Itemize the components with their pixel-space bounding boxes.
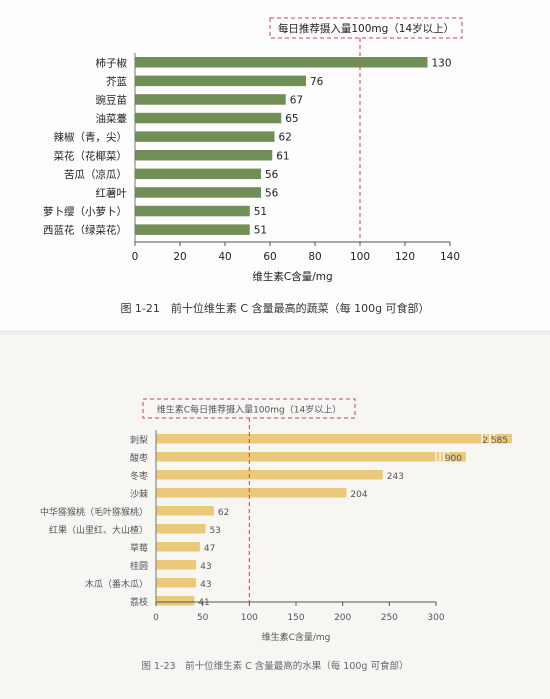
x-tick-label: 100 [350, 251, 370, 263]
bar [156, 578, 197, 588]
category-label: 沙棘 [130, 489, 148, 500]
x-tick-label: 40 [218, 251, 231, 263]
data-label: 51 [254, 206, 267, 218]
data-label: 56 [265, 169, 279, 181]
category-label: 刺梨 [130, 434, 148, 446]
x-tick-label: 120 [395, 251, 415, 263]
bar [156, 434, 512, 444]
vegetable-chart-panel: 柿子椒 130 芥蓝 76 豌豆苗 67 油菜薹 65 辣椒（青，尖） 62 菜花（花椰菜） 61 苦瓜… [0, 0, 550, 330]
bar [156, 596, 195, 606]
chart-caption: 图 1-21 前十位维生素 C 含量最高的蔬菜（每 100g 可食部） [120, 302, 430, 315]
reference-line-label: 每日推荐摄入量100mg（14岁以上） [278, 22, 454, 35]
category-label: 红薯叶 [96, 186, 128, 199]
bar [156, 524, 206, 534]
bar [135, 205, 250, 217]
category-label: 菜花（花椰菜） [54, 149, 128, 162]
reference-line-label: 维生素C每日推荐摄入量100mg（14岁以上） [157, 404, 341, 416]
x-tick-label: 60 [263, 251, 276, 263]
data-label: 56 [265, 187, 279, 199]
category-label: 辣椒（青，尖） [54, 131, 128, 144]
bar [135, 94, 286, 105]
category-label: 芥蓝 [106, 76, 127, 88]
page-divider [0, 330, 550, 335]
data-label: 53 [209, 526, 220, 536]
data-label: 2 585 [482, 436, 508, 446]
data-label: 900 [445, 454, 462, 464]
data-label: 61 [276, 150, 289, 162]
data-label: 43 [200, 562, 211, 572]
category-label: 油菜薹 [96, 112, 128, 125]
bar [156, 560, 197, 570]
data-label: 43 [200, 580, 211, 590]
x-tick-label: 80 [308, 251, 321, 263]
category-label: 苦瓜（凉瓜） [64, 168, 127, 181]
category-label: 荔枝 [130, 596, 148, 608]
chart-caption: 图 1-23 前十位维生素 C 含量最高的水果（每 100g 可食部） [141, 661, 409, 672]
data-label: 243 [387, 472, 404, 482]
data-label: 204 [350, 490, 367, 500]
category-label: 豌豆苗 [96, 93, 128, 106]
data-label: 51 [254, 225, 267, 237]
category-label: 冬枣 [130, 470, 148, 482]
x-tick-label: 140 [440, 251, 460, 263]
bar [156, 452, 466, 462]
x-tick-label: 150 [287, 613, 304, 623]
bar [135, 224, 250, 235]
category-label: 桂圆 [130, 560, 148, 572]
fruit-vitamin-c-chart: 刺梨 2 585 酸枣 900 冬枣 243 沙棘 204 中华猕猴桃（毛叶猕猴桃） 62 红果（山… [40, 398, 512, 643]
category-label: 中华猕猴桃（毛叶猕猴桃） [40, 506, 148, 518]
reference-label-box [269, 17, 463, 39]
data-label: 76 [310, 76, 324, 88]
bar [156, 470, 383, 480]
data-label: 130 [432, 57, 452, 69]
reference-label-box [142, 398, 356, 419]
x-axis-title: 维生素C含量/mg [262, 631, 331, 643]
x-tick-label: 100 [241, 613, 258, 623]
bar [135, 187, 261, 198]
bar [156, 488, 347, 498]
category-label: 柿子椒 [96, 56, 128, 69]
category-label: 萝卜缨（小萝卜） [43, 205, 127, 218]
fruit-chart-panel: 刺梨 2 585 酸枣 900 冬枣 243 沙棘 204 中华猕猴桃（毛叶猕猴桃） 62 红果（山… [0, 335, 550, 699]
x-tick-label: 50 [197, 613, 209, 623]
bar [135, 57, 428, 68]
x-tick-label: 20 [173, 251, 186, 263]
bar [156, 506, 214, 516]
bar [135, 168, 261, 180]
x-tick-label: 300 [427, 613, 444, 623]
data-label: 67 [290, 94, 303, 106]
category-label: 酸枣 [130, 453, 148, 464]
bar [135, 75, 306, 87]
bar [135, 112, 282, 124]
category-label: 草莓 [130, 542, 148, 554]
data-label: 41 [198, 598, 209, 608]
x-axis-title: 维生素C含量/mg [252, 270, 332, 283]
bar [135, 150, 273, 161]
vegetable-vitamin-c-chart: 柿子椒 130 芥蓝 76 豌豆苗 67 油菜薹 65 辣椒（青，尖） 62 菜花（花椰菜） 61 苦瓜… [43, 17, 463, 283]
x-tick-label: 0 [153, 613, 159, 623]
category-label: 红果（山里红、大山楂） [49, 524, 148, 536]
data-label: 65 [285, 113, 298, 125]
x-tick-label: 200 [334, 613, 351, 623]
bar [135, 131, 275, 142]
data-label: 47 [204, 544, 215, 554]
x-tick-label: 250 [381, 613, 398, 623]
category-label: 木瓜（番木瓜） [85, 578, 148, 590]
x-tick-label: 0 [132, 251, 139, 263]
data-label: 62 [279, 132, 292, 144]
bar [156, 542, 200, 552]
category-label: 西蓝花（绿菜花） [43, 224, 127, 237]
data-label: 62 [218, 508, 229, 518]
